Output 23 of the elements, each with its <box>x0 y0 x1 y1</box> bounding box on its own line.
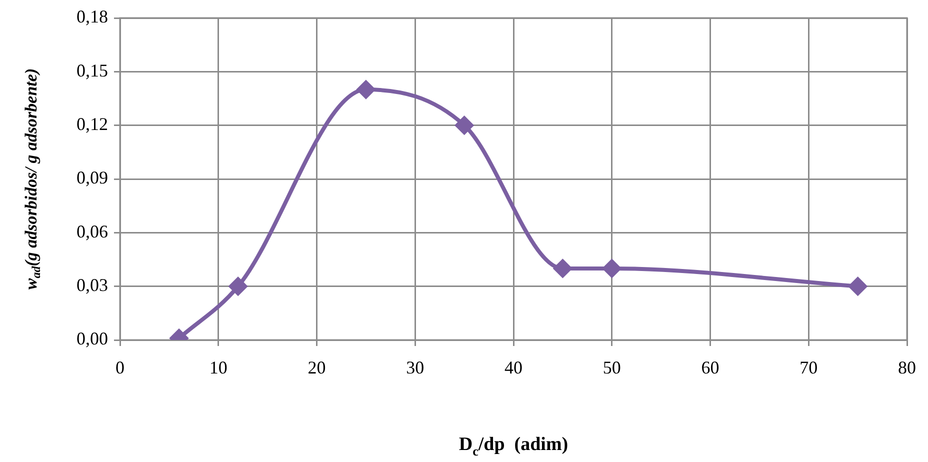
point <box>554 259 572 278</box>
y-tick-label: 0,03 <box>76 275 108 296</box>
y-axis-title: wad(g adsorbidos/ g adsorbente) <box>21 68 44 290</box>
x-tick-label: 40 <box>504 358 522 378</box>
y-tick-label: 0,18 <box>76 6 108 27</box>
y-tick-label: 0,12 <box>76 114 108 134</box>
x-tick-label: 20 <box>308 358 326 378</box>
x-tick-label: 70 <box>800 358 818 378</box>
y-tick-label: 0,00 <box>76 328 108 349</box>
point <box>455 116 474 134</box>
point <box>229 277 248 296</box>
point <box>356 80 375 99</box>
y-tick-label: 0,06 <box>76 221 108 242</box>
point <box>848 277 867 296</box>
y-tick-label: 0,15 <box>76 60 108 80</box>
x-tick-label: 10 <box>209 358 228 378</box>
x-tick-label: 0 <box>116 358 124 378</box>
x-tick-label: 80 <box>898 358 916 378</box>
point <box>602 259 621 278</box>
x-tick-label: 30 <box>406 358 424 378</box>
x-tick-label: 50 <box>602 358 621 378</box>
y-tick-label: 0,09 <box>76 168 108 188</box>
x-tick-label: 60 <box>701 358 720 378</box>
